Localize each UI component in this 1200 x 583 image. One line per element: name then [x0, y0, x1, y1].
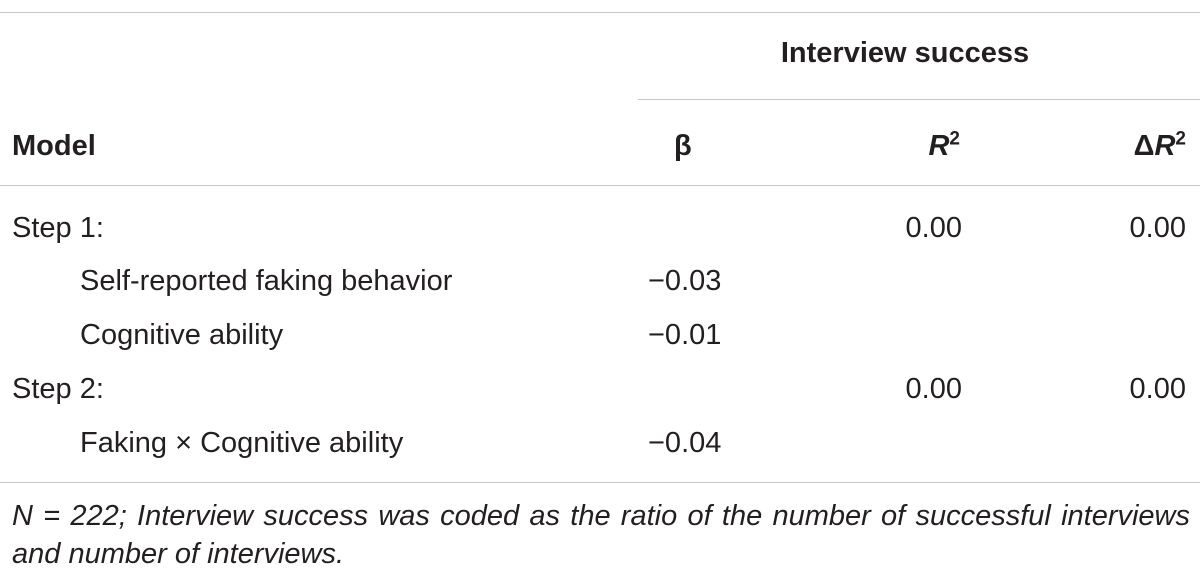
group-rule [638, 99, 1200, 100]
row-r2: 0.00 [905, 373, 962, 405]
row-label: Step 2: [12, 373, 104, 405]
row-delta-r2: 0.00 [1129, 212, 1186, 244]
table-note: N = 222; Interview success was coded as … [12, 500, 1190, 570]
bottom-rule [0, 482, 1200, 483]
row-label: Step 1: [12, 212, 104, 244]
row-beta: −0.01 [648, 319, 722, 351]
row-label: Self-reported faking behavior [80, 265, 453, 297]
row-beta: −0.04 [648, 427, 722, 459]
column-header-delta-r2: ΔR2 [1133, 128, 1186, 162]
header-rule [0, 185, 1200, 186]
row-label: Faking × Cognitive ability [80, 427, 404, 459]
row-label: Cognitive ability [80, 319, 284, 351]
row-beta: −0.03 [648, 265, 722, 297]
group-header: Interview success [780, 37, 1030, 69]
row-delta-r2: 0.00 [1129, 373, 1186, 405]
column-header-r2: R2 [928, 128, 960, 162]
column-header-model: Model [12, 130, 96, 162]
top-rule [0, 12, 1200, 13]
column-header-beta: β [674, 130, 692, 162]
row-r2: 0.00 [905, 212, 962, 244]
